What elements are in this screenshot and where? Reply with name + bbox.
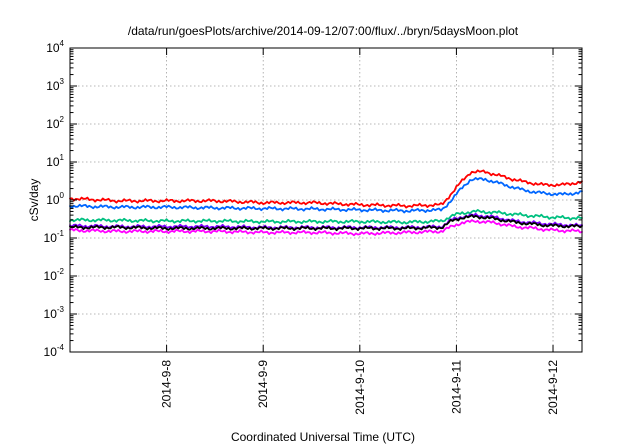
- x-tick-label: 2014-9-9: [256, 360, 270, 408]
- series-line: [69, 219, 583, 237]
- y-tick-label: 10-1: [44, 229, 65, 245]
- y-axis-label: cSv/day: [27, 179, 41, 222]
- x-tick-label: 2014-9-8: [160, 360, 174, 408]
- series-line: [69, 169, 583, 209]
- series-line: [69, 208, 583, 225]
- series-line: [69, 214, 583, 232]
- y-tick-label: 104: [46, 39, 64, 55]
- y-tick-label: 102: [46, 115, 64, 131]
- x-axis-label: Coordinated Universal Time (UTC): [231, 430, 415, 444]
- series-line: [69, 176, 583, 214]
- series-lines: [69, 169, 583, 237]
- x-tick-label: 2014-9-10: [353, 360, 367, 415]
- x-tick-label: 2014-9-12: [546, 360, 560, 415]
- y-tick-label: 100: [46, 191, 64, 207]
- y-tick-label: 10-2: [44, 267, 65, 283]
- chart-title: /data/run/goesPlots/archive/2014-09-12/0…: [128, 24, 519, 38]
- y-tick-label: 10-3: [44, 305, 65, 321]
- y-tick-label: 103: [46, 77, 64, 93]
- y-tick-label: 101: [46, 153, 64, 169]
- y-tick-label: 10-4: [44, 343, 65, 359]
- x-tick-label: 2014-9-11: [449, 360, 463, 414]
